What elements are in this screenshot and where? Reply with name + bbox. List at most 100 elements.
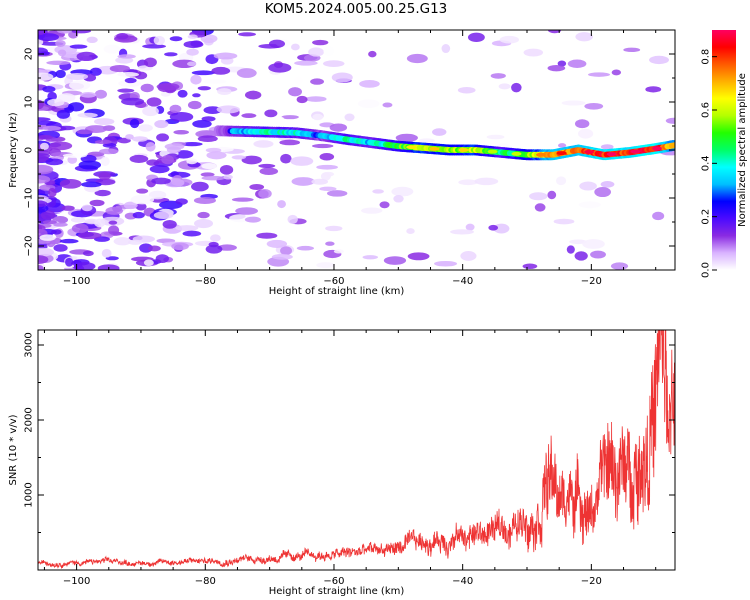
x-tick-label: −80 bbox=[195, 576, 216, 587]
heatmap-cell bbox=[312, 113, 324, 121]
heatmap-cell bbox=[103, 44, 121, 54]
heatmap-cell bbox=[329, 123, 348, 132]
heatmap-cell bbox=[280, 246, 293, 256]
heatmap-cell bbox=[49, 141, 73, 151]
heatmap-cell bbox=[244, 216, 261, 223]
x-tick-label: −20 bbox=[581, 576, 602, 587]
x-tick-label: −40 bbox=[452, 576, 473, 587]
heatmap-cell bbox=[187, 61, 197, 67]
snr-line-group bbox=[38, 330, 675, 569]
heatmap-cell bbox=[78, 160, 102, 170]
heatmap-cell bbox=[241, 113, 257, 119]
heatmap-cell bbox=[577, 128, 594, 139]
heatmap-cell bbox=[47, 98, 65, 107]
heatmap-cell bbox=[81, 181, 102, 188]
heatmap-cell bbox=[42, 220, 57, 225]
heatmap-cell bbox=[325, 225, 343, 232]
heatmap-cell bbox=[149, 165, 170, 174]
heatmap-cell bbox=[395, 133, 418, 142]
y-axis-label: SNR (10 * v/v) bbox=[8, 414, 19, 485]
heatmap-cell bbox=[268, 39, 286, 48]
heatmap-cell bbox=[69, 44, 88, 49]
heatmap-cell bbox=[146, 159, 160, 166]
colorbar-tick-label: 0.6 bbox=[701, 102, 712, 118]
heatmap-cell bbox=[148, 190, 167, 200]
heatmap-cell bbox=[312, 39, 329, 46]
heatmap-cell bbox=[458, 148, 469, 152]
heatmap-cell bbox=[108, 225, 120, 236]
heatmap-cell bbox=[80, 92, 97, 98]
heatmap-cell bbox=[65, 72, 89, 81]
heatmap-cell bbox=[143, 57, 157, 68]
heatmap-cell bbox=[59, 178, 82, 189]
heatmap-cell bbox=[76, 51, 97, 62]
heatmap-cell bbox=[99, 148, 119, 155]
heatmap-cell bbox=[203, 79, 227, 84]
heatmap-cell bbox=[192, 119, 212, 128]
heatmap-cell bbox=[582, 239, 605, 249]
y-tick-label: 20 bbox=[24, 48, 35, 61]
heatmap-cell bbox=[277, 200, 286, 209]
heatmap-cell bbox=[105, 206, 124, 215]
x-tick-label: −100 bbox=[63, 576, 90, 587]
heatmap-cell bbox=[190, 74, 202, 85]
heatmap-cell bbox=[487, 149, 498, 154]
heatmap-cell bbox=[406, 53, 428, 64]
x-tick-label: −80 bbox=[195, 276, 216, 287]
heatmap-cell bbox=[611, 69, 622, 76]
heatmap-cell bbox=[76, 129, 93, 135]
heatmap-cell bbox=[156, 82, 180, 91]
heatmap-cell bbox=[175, 225, 199, 231]
heatmap-cell bbox=[288, 87, 303, 97]
heatmap-cell bbox=[51, 229, 62, 235]
heatmap-cell bbox=[94, 89, 108, 99]
heatmap-cell bbox=[48, 187, 57, 198]
heatmap-cell bbox=[175, 198, 188, 205]
heatmap-cell bbox=[38, 72, 54, 81]
heatmap-cell bbox=[62, 153, 87, 158]
heatmap-cell bbox=[117, 54, 136, 59]
heatmap-cell bbox=[522, 263, 538, 270]
heatmap-cell bbox=[74, 262, 96, 270]
heatmap-cell bbox=[474, 177, 499, 186]
heatmap-cell bbox=[529, 192, 548, 201]
heatmap-cell bbox=[429, 146, 440, 151]
heatmap-cell bbox=[574, 251, 588, 261]
heatmap-cell bbox=[457, 86, 476, 94]
heatmap-cell bbox=[216, 105, 240, 114]
heatmap-cell bbox=[578, 201, 601, 209]
heatmap-cell bbox=[160, 91, 171, 97]
heatmap-cell bbox=[294, 60, 318, 66]
heatmap-cell bbox=[372, 189, 384, 194]
heatmap-cell bbox=[556, 176, 567, 186]
heatmap-cell bbox=[231, 197, 254, 202]
heatmap-cell bbox=[148, 245, 161, 252]
heatmap-cell bbox=[77, 231, 102, 240]
heatmap-cell bbox=[38, 164, 54, 175]
heatmap-cell bbox=[383, 256, 407, 265]
heatmap-cell bbox=[191, 181, 209, 192]
heatmap-cell bbox=[217, 88, 232, 95]
snr-line bbox=[38, 330, 675, 569]
heatmap-cell bbox=[236, 68, 257, 78]
heatmap-cell bbox=[38, 152, 51, 159]
heatmap-cell bbox=[70, 217, 86, 223]
chart-title: KOM5.2024.005.00.25.G13 bbox=[264, 1, 448, 17]
heatmap-cell bbox=[38, 255, 49, 264]
heatmap-cell bbox=[123, 201, 138, 210]
heatmap-cell bbox=[117, 88, 135, 93]
heatmap-cell bbox=[584, 149, 595, 154]
heatmap-cell bbox=[323, 171, 335, 177]
heatmap-cell bbox=[556, 151, 567, 156]
heatmap-cell bbox=[450, 229, 475, 235]
heatmap-cell bbox=[362, 255, 379, 260]
heatmap-cell bbox=[197, 135, 218, 143]
heatmap-cell bbox=[131, 136, 148, 142]
heatmap-cell bbox=[281, 115, 299, 120]
heatmap-cell bbox=[231, 155, 246, 160]
heatmap-cell bbox=[488, 224, 499, 231]
heatmap-cell bbox=[94, 189, 111, 197]
heatmap-cell bbox=[418, 138, 435, 143]
heatmap-cell bbox=[167, 171, 191, 178]
